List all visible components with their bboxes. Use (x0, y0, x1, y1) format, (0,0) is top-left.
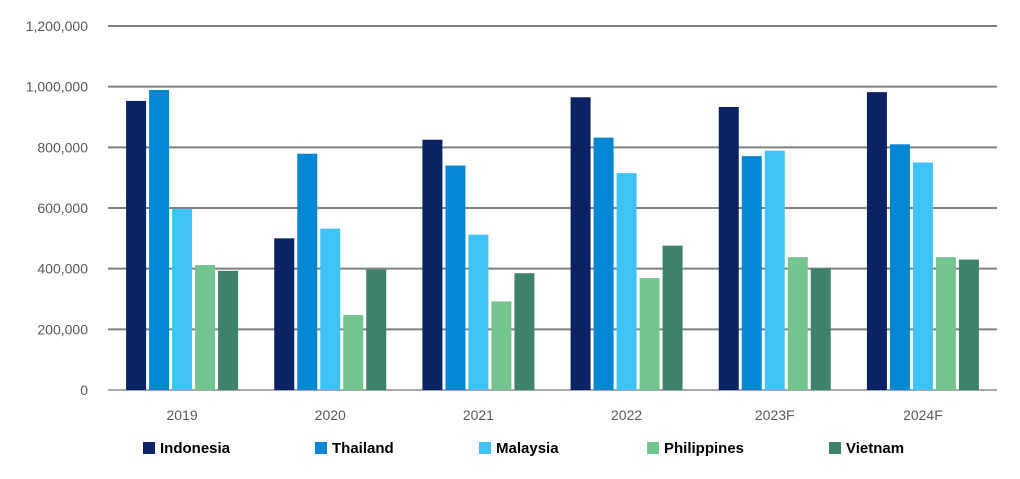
legend-label: Malaysia (496, 439, 559, 457)
legend-label: Indonesia (160, 439, 231, 457)
bar-vietnam-2023f (810, 268, 831, 390)
bar-malaysia-2022 (616, 173, 637, 390)
bar-thailand-2024f (889, 144, 910, 390)
bar-thailand-2023f (741, 156, 762, 390)
bar-malaysia-2020 (320, 228, 341, 390)
y-tick-label: 600,000 (37, 200, 88, 216)
legend-swatch (829, 442, 841, 454)
bar-indonesia-2024f (866, 92, 887, 391)
bar-philippines-2023f (787, 257, 808, 390)
bar-indonesia-2023f (718, 106, 739, 391)
bar-thailand-2021 (445, 165, 466, 390)
legend-item-thailand: Thailand (315, 436, 394, 460)
x-tick-label: 2019 (167, 407, 198, 423)
x-tick-label: 2023F (755, 407, 795, 423)
legend-label: Thailand (332, 439, 394, 457)
legend: Indonesia Thailand Malaysia Philippines Viet… (0, 436, 1020, 460)
y-axis-tick-labels: 0 200,000 400,000 600,000 800,000 1,000,000 1,… (26, 18, 89, 398)
bar-philippines-2019 (195, 265, 216, 390)
bar-indonesia-2019 (126, 100, 147, 390)
x-tick-label: 2022 (611, 407, 642, 423)
bar-malaysia-2019 (172, 208, 193, 390)
bars (126, 90, 979, 391)
bar-vietnam-2020 (366, 269, 387, 390)
legend-item-indonesia: Indonesia (143, 436, 230, 460)
legend-item-philippines: Philippines (647, 436, 744, 460)
y-tick-label: 800,000 (37, 139, 88, 155)
y-tick-label: 0 (80, 382, 88, 398)
legend-swatch (315, 442, 327, 454)
bar-indonesia-2022 (570, 97, 591, 391)
bar-philippines-2024f (935, 257, 956, 390)
legend-swatch (143, 442, 155, 454)
bar-malaysia-2021 (468, 234, 489, 390)
bar-thailand-2022 (593, 137, 614, 390)
bar-indonesia-2021 (422, 139, 443, 390)
bar-vietnam-2024f (958, 259, 979, 390)
bar-thailand-2020 (297, 153, 318, 390)
bar-philippines-2022 (639, 278, 660, 390)
legend-label: Vietnam (846, 439, 905, 457)
bar-philippines-2021 (491, 301, 512, 390)
bar-vietnam-2019 (218, 270, 239, 390)
x-tick-label: 2020 (315, 407, 346, 423)
bar-indonesia-2020 (274, 238, 295, 390)
legend-label: Philippines (664, 439, 745, 457)
gridlines (108, 25, 997, 391)
bar-malaysia-2024f (912, 162, 933, 390)
legend-swatch (479, 442, 491, 454)
y-tick-label: 200,000 (37, 321, 88, 337)
legend-swatch (647, 442, 659, 454)
y-tick-label: 400,000 (37, 261, 88, 277)
bar-vietnam-2022 (662, 245, 683, 390)
y-tick-label: 1,000,000 (26, 79, 88, 95)
bar-philippines-2020 (343, 315, 364, 390)
x-axis-tick-labels: 2019 2020 2021 2022 2023F 2024F (167, 407, 943, 423)
bar-thailand-2019 (149, 90, 170, 391)
x-tick-label: 2024F (903, 407, 943, 423)
legend-item-vietnam: Vietnam (829, 436, 904, 460)
legend-item-malaysia: Malaysia (479, 436, 559, 460)
bar-vietnam-2021 (514, 273, 535, 390)
x-tick-label: 2021 (463, 407, 494, 423)
bar-malaysia-2023f (764, 150, 785, 390)
y-tick-label: 1,200,000 (26, 18, 88, 34)
